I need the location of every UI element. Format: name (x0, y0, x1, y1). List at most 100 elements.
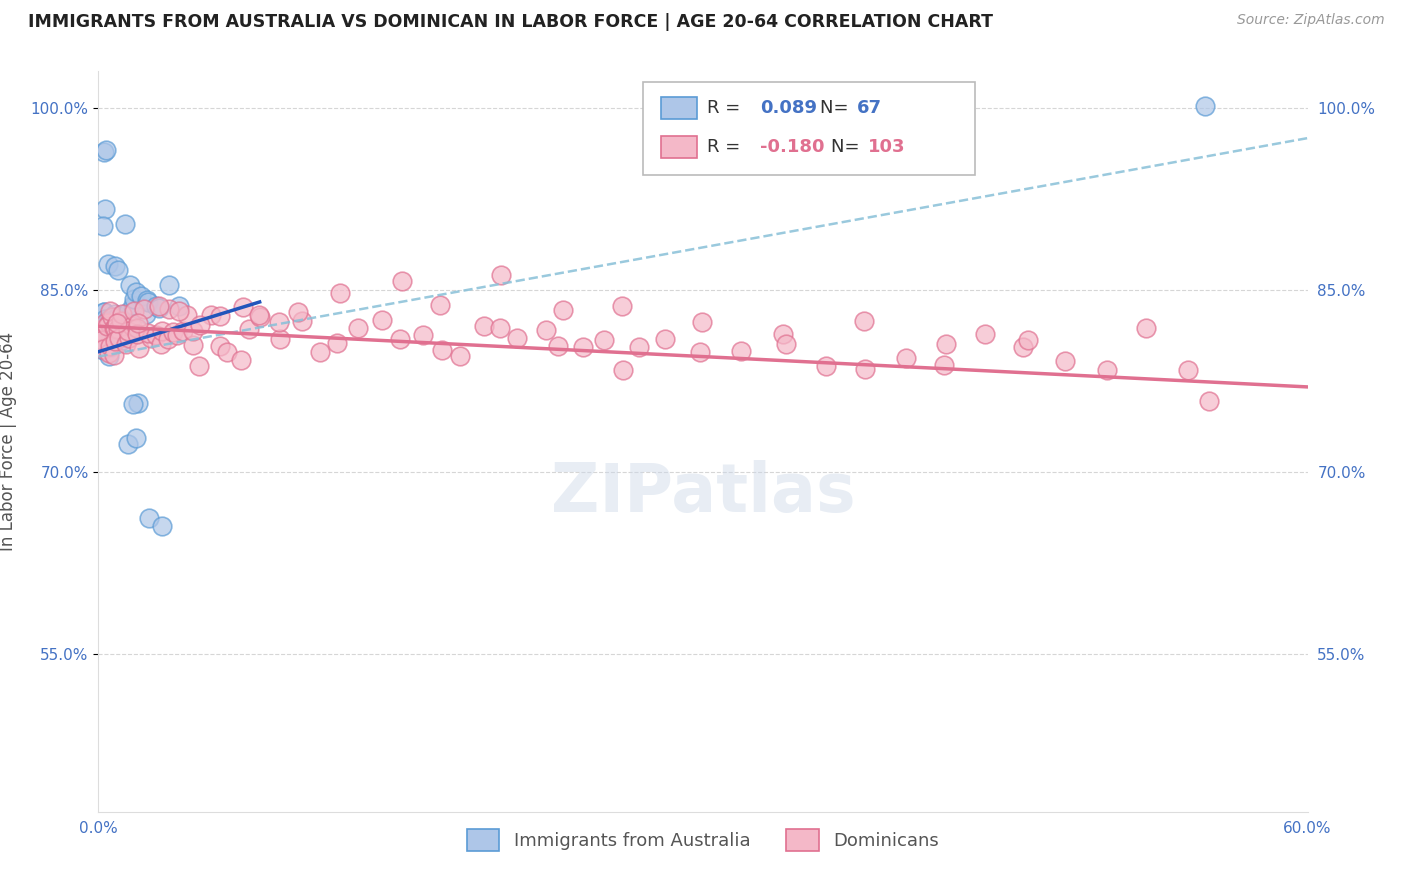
Point (145, 299, 167, 313)
Point (122, 298, 145, 312)
Point (169, 299, 191, 313)
Point (131, 289, 153, 303)
Point (125, 285, 148, 299)
Bar (661, 136, 697, 158)
Point (127, 316, 149, 330)
Point (150, 337, 173, 351)
Point (132, 301, 155, 316)
Point (98, 338, 121, 352)
Point (120, 278, 142, 293)
Point (150, 519, 173, 533)
Point (101, 326, 124, 340)
Point (108, 331, 131, 345)
Point (489, 321, 512, 335)
Point (98, 322, 121, 336)
Point (103, 348, 125, 362)
Point (150, 324, 173, 338)
Point (98, 316, 121, 330)
Point (1198, 393, 1220, 408)
Point (491, 268, 513, 282)
Point (894, 351, 917, 366)
Point (93, 304, 115, 318)
Point (122, 300, 145, 314)
Point (97, 257, 120, 271)
Point (104, 332, 127, 346)
Point (97, 321, 120, 335)
Text: N=: N= (820, 99, 855, 118)
Text: 103: 103 (868, 138, 905, 156)
Point (96, 318, 118, 333)
Point (91, 219, 114, 233)
Point (269, 333, 291, 347)
Point (87, 323, 110, 337)
Point (104, 321, 127, 335)
Point (167, 304, 190, 318)
Point (98, 303, 121, 318)
Point (121, 319, 143, 334)
Point (104, 260, 127, 274)
Point (1012, 340, 1035, 354)
Point (772, 326, 794, 341)
Point (127, 321, 149, 335)
Point (534, 323, 557, 337)
Point (107, 326, 129, 340)
Text: 67: 67 (856, 99, 882, 118)
Point (612, 363, 634, 377)
Point (269, 315, 291, 329)
Point (176, 308, 198, 322)
Point (90, 334, 112, 349)
Point (94, 143, 117, 157)
Point (103, 320, 125, 334)
Point (136, 293, 159, 308)
Point (238, 322, 260, 336)
Point (232, 300, 254, 314)
Point (117, 437, 139, 451)
Point (138, 510, 160, 524)
Point (215, 345, 238, 359)
Point (932, 358, 955, 372)
Point (93, 318, 115, 333)
Point (114, 218, 136, 232)
Point (506, 331, 529, 345)
Point (124, 431, 146, 445)
Point (122, 397, 145, 411)
Point (97, 321, 120, 335)
Point (853, 361, 876, 376)
Point (814, 359, 837, 373)
Point (853, 314, 876, 328)
Point (1194, 99, 1216, 113)
Point (145, 327, 167, 342)
Point (593, 334, 616, 348)
Point (690, 315, 713, 329)
Point (1135, 321, 1157, 335)
Point (135, 307, 157, 321)
Point (429, 298, 451, 312)
Point (98, 349, 121, 363)
Point (107, 316, 129, 330)
Text: IMMIGRANTS FROM AUSTRALIA VS DOMINICAN IN LABOR FORCE | AGE 20-64 CORRELATION CH: IMMIGRANTS FROM AUSTRALIA VS DOMINICAN I… (28, 13, 993, 31)
Point (973, 327, 995, 342)
Point (100, 310, 122, 325)
Point (94, 312, 117, 326)
Point (181, 325, 204, 339)
Point (371, 313, 394, 327)
Point (346, 320, 368, 334)
Point (472, 318, 495, 333)
Point (325, 335, 347, 350)
Point (572, 339, 595, 353)
Point (309, 344, 332, 359)
Point (93, 145, 115, 160)
Point (107, 335, 129, 350)
Point (136, 294, 159, 309)
Point (389, 332, 412, 346)
Point (200, 308, 222, 322)
Point (97, 313, 120, 327)
Point (107, 322, 129, 336)
Point (449, 349, 471, 363)
Point (118, 331, 141, 345)
Point (157, 278, 180, 293)
Point (101, 312, 124, 326)
Point (97, 315, 120, 329)
Point (96, 316, 118, 330)
Point (247, 308, 270, 322)
